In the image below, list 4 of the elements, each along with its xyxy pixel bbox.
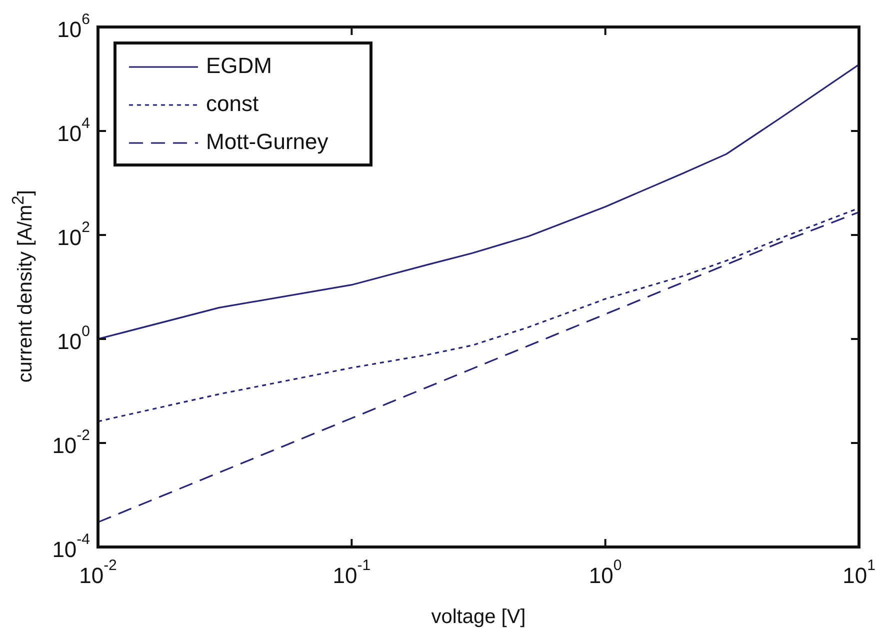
x-axis-title: voltage [V] bbox=[430, 606, 527, 629]
legend-label: EGDM bbox=[206, 53, 272, 78]
legend-label: Mott-Gurney bbox=[206, 129, 328, 154]
legend-label: const bbox=[206, 91, 259, 116]
